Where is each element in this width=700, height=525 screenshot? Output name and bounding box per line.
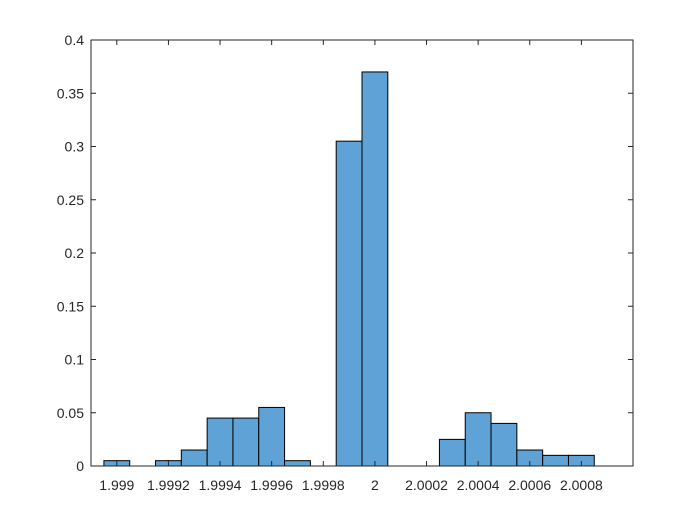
histogram-bar xyxy=(361,71,389,467)
x-tick-label: 1.9992 xyxy=(147,477,190,493)
x-tick-label: 1.9998 xyxy=(302,477,345,493)
histogram-bar xyxy=(258,406,286,467)
x-tick-label: 2.0006 xyxy=(508,477,551,493)
y-tick-label: 0.2 xyxy=(65,245,85,261)
y-tick-label: 0.1 xyxy=(65,352,85,368)
histogram-bar xyxy=(232,417,260,467)
x-tick-label: 2.0004 xyxy=(457,477,500,493)
bars-layer xyxy=(103,71,595,467)
y-tick-label: 0.3 xyxy=(65,139,85,155)
x-tick-label: 1.9996 xyxy=(250,477,293,493)
y-tick-label: 0 xyxy=(76,458,84,474)
histogram-bar xyxy=(438,438,466,467)
histogram-bar xyxy=(464,412,492,467)
x-axis: 1.999 1.9992 1.9994 1.9996 1.9998 2 2.0002 2.00… xyxy=(99,40,603,493)
y-tick-label: 0.35 xyxy=(57,85,84,101)
x-tick-label: 2 xyxy=(371,477,379,493)
x-tick-label: 2.0008 xyxy=(560,477,603,493)
x-tick-label: 1.999 xyxy=(99,477,134,493)
y-tick-label: 0.15 xyxy=(57,298,84,314)
histogram-bar xyxy=(180,449,208,467)
y-tick-label: 0.05 xyxy=(57,405,84,421)
histogram-bar xyxy=(490,422,518,467)
y-tick-label: 0.25 xyxy=(57,192,84,208)
histogram-bar xyxy=(206,417,234,467)
histogram-bar xyxy=(335,140,363,467)
x-tick-label: 2.0002 xyxy=(405,477,448,493)
histogram-bar xyxy=(542,454,569,467)
histogram-bar xyxy=(284,460,311,467)
y-tick-label: 0.4 xyxy=(65,32,85,48)
x-tick-label: 1.9994 xyxy=(199,477,242,493)
y-axis: 0 0.05 0.1 0.15 0.2 0.25 0.3 0.35 0.4 xyxy=(57,32,633,474)
